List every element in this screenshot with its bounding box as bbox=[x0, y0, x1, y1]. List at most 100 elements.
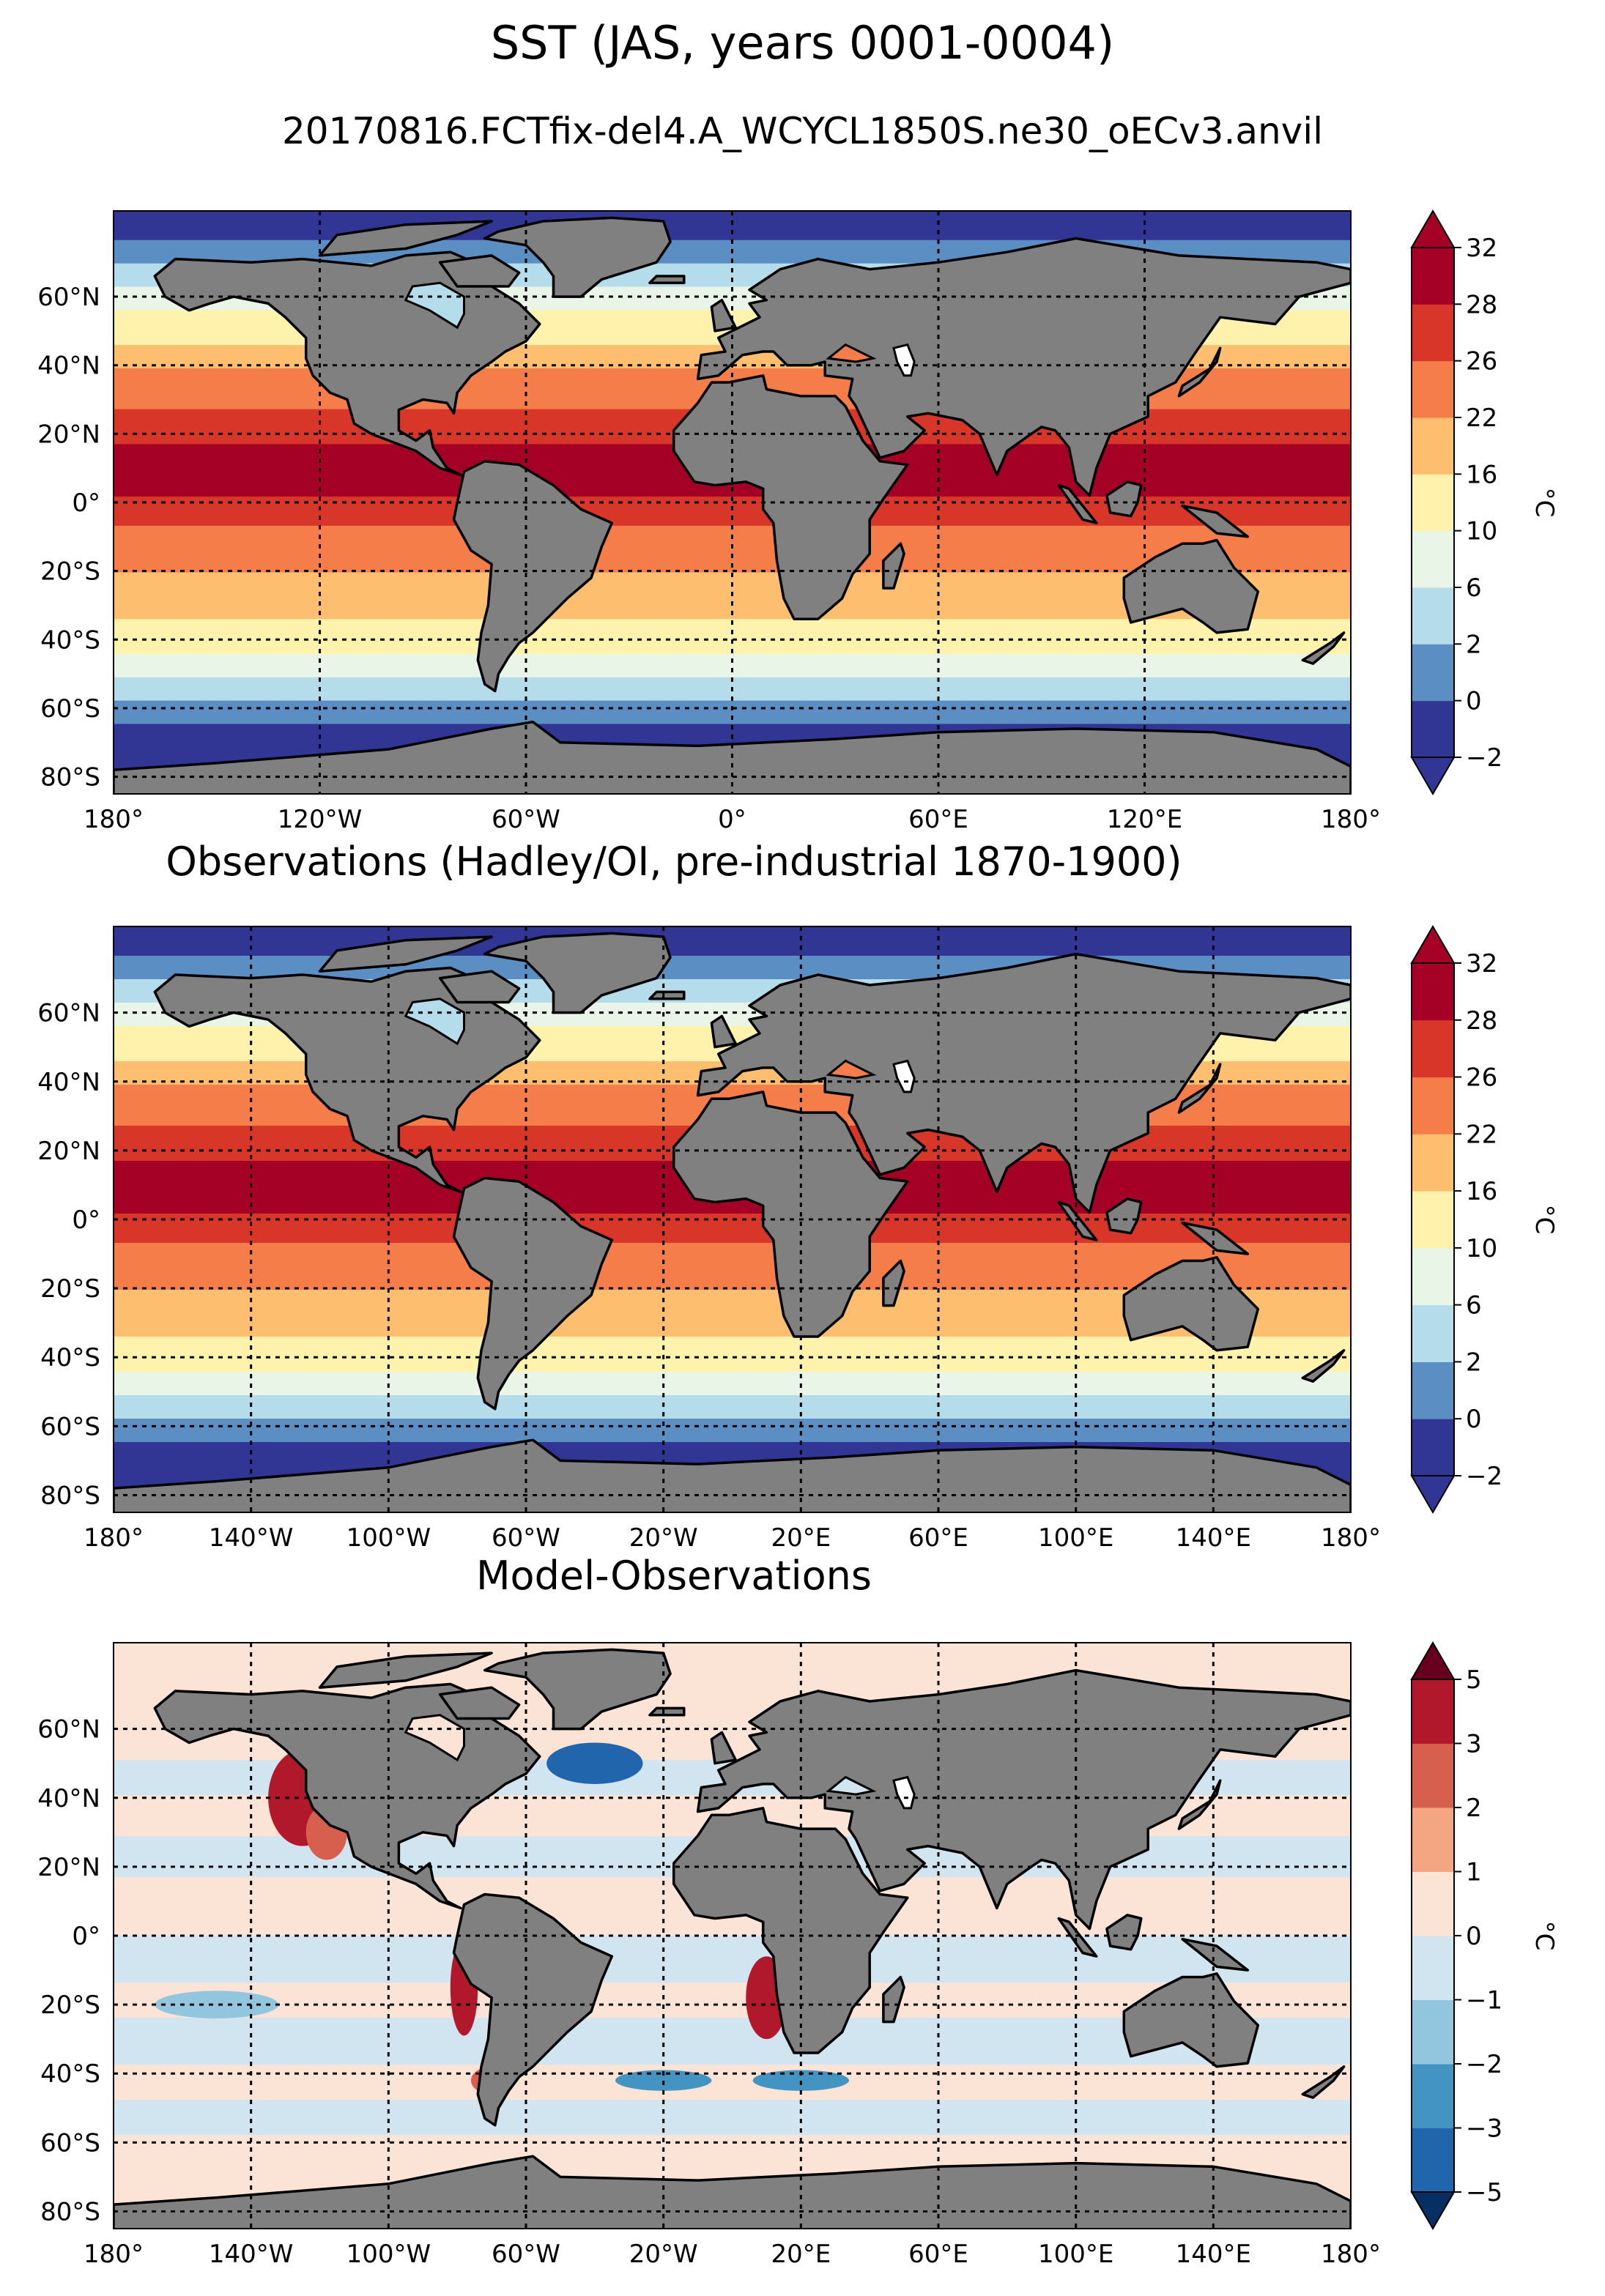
colorbar-segment bbox=[1412, 530, 1454, 588]
y-tick-label: 60°N bbox=[37, 999, 100, 1028]
water-caspian bbox=[892, 1059, 916, 1093]
colorbar-tick-label: 3 bbox=[1466, 1730, 1482, 1759]
field-band bbox=[114, 211, 1351, 241]
field-band bbox=[114, 1395, 1351, 1419]
colorbar-segment bbox=[1412, 304, 1454, 362]
colorbar-tick-label: 22 bbox=[1466, 404, 1497, 433]
landmass-arctic-islands bbox=[318, 935, 493, 973]
x-tick-label: 60°W bbox=[492, 2240, 560, 2269]
water-hudson-bay bbox=[404, 997, 465, 1046]
water-hudson-bay bbox=[404, 281, 465, 330]
colorbar-segment bbox=[1412, 963, 1454, 1021]
colorbar-segment bbox=[1412, 1019, 1454, 1078]
field-band bbox=[114, 1419, 1351, 1443]
colorbar-extend-max bbox=[1410, 925, 1456, 964]
x-tick-label: 60°E bbox=[908, 2240, 968, 2269]
colorbar-segment bbox=[1412, 2064, 1454, 2128]
colorbar-segment bbox=[1412, 1077, 1454, 1134]
colorbar-tick-label: 26 bbox=[1466, 347, 1497, 376]
colorbar-segment bbox=[1412, 1247, 1454, 1306]
colorbar-extend-min bbox=[1410, 1475, 1456, 1514]
field-band bbox=[114, 1936, 1351, 1983]
y-tick-label: 80°S bbox=[40, 2197, 100, 2226]
difference-anomaly bbox=[752, 2070, 850, 2091]
colorbar-segment bbox=[1412, 417, 1454, 475]
y-tick-label: 20°S bbox=[40, 1274, 100, 1304]
colorbar-tick-label: 32 bbox=[1466, 234, 1497, 263]
landmass-africa bbox=[672, 374, 909, 620]
panel-3-title: Model-Observations bbox=[475, 1553, 872, 1599]
landmass-baffin bbox=[438, 254, 521, 288]
colorbar-unit-label: °C bbox=[1530, 1205, 1559, 1235]
landmass-greenland bbox=[483, 216, 672, 298]
x-tick-label: 180° bbox=[1321, 1523, 1381, 1553]
landmass-uk bbox=[710, 1731, 737, 1765]
y-tick-label: 40°S bbox=[40, 625, 100, 655]
x-tick-label: 100°W bbox=[346, 2240, 431, 2269]
colorbar-frame bbox=[1411, 247, 1455, 758]
colorbar-tick-label: 0 bbox=[1466, 1922, 1482, 1951]
y-tick-label: 20°S bbox=[40, 557, 100, 587]
y-tick-label: 40°S bbox=[40, 1343, 100, 1372]
colorbar-unit-label: °C bbox=[1530, 1921, 1559, 1951]
water-black-sea bbox=[826, 1059, 877, 1080]
colorbar-frame bbox=[1411, 962, 1455, 1476]
colorbar-tick-label: 0 bbox=[1466, 1405, 1482, 1434]
x-tick-label: 20°E bbox=[771, 1523, 831, 1553]
y-tick-label: 40°N bbox=[37, 1068, 100, 1097]
colorbar-segment bbox=[1412, 1743, 1454, 1808]
panel-2: 180° 140°W 100°W 60°W 20°W 20°E 60°E 100°E 140°E… bbox=[37, 925, 1559, 1553]
field-band bbox=[114, 926, 1351, 956]
colorbar-segment bbox=[1412, 474, 1454, 532]
figure-subtitle: 20170816.FCTfix-del4.A_WCYCL1850S.ne30_o… bbox=[281, 110, 1324, 152]
x-tick-label: 100°W bbox=[346, 1523, 431, 1553]
landmass-uk bbox=[710, 1014, 737, 1049]
colorbar-segment bbox=[1412, 1191, 1454, 1249]
x-tick-label: 60°E bbox=[908, 805, 968, 834]
landmass-borneo bbox=[1105, 480, 1143, 518]
x-tick-label: 180° bbox=[84, 805, 144, 834]
difference-anomaly bbox=[155, 1991, 279, 2018]
colorbar-segment bbox=[1412, 1808, 1454, 1872]
colorbar-segment bbox=[1412, 1304, 1454, 1362]
x-tick-label: 180° bbox=[84, 1523, 144, 1553]
x-tick-label: 100°E bbox=[1038, 2240, 1113, 2269]
landmass-arctic-islands bbox=[318, 220, 493, 257]
landmass-greenland bbox=[483, 1648, 672, 1731]
colorbar-tick-label: 16 bbox=[1466, 1177, 1497, 1206]
x-tick-label: 60°W bbox=[492, 1523, 560, 1553]
y-tick-label: 0° bbox=[72, 488, 100, 518]
y-tick-label: 60°S bbox=[40, 694, 100, 724]
landmass-baffin bbox=[438, 970, 521, 1004]
landmass-south-america bbox=[452, 460, 614, 693]
colorbar-tick-label: −2 bbox=[1466, 2050, 1502, 2079]
field-band bbox=[114, 497, 1351, 527]
panel-3: 180° 140°W 100°W 60°W 20°W 20°E 60°E 100°E 140°E… bbox=[37, 1641, 1559, 2269]
landmass-new-zealand bbox=[1301, 631, 1346, 665]
landmass-australia bbox=[1122, 1972, 1260, 2068]
x-tick-label: 140°E bbox=[1176, 1523, 1251, 1553]
y-tick-label: 20°N bbox=[37, 1137, 100, 1166]
sst-field bbox=[114, 926, 1351, 1512]
landmass-south-america bbox=[452, 1176, 614, 1411]
landmass-new-guinea bbox=[1181, 1937, 1250, 1972]
landmass-borneo bbox=[1105, 1197, 1143, 1235]
colorbar-segment bbox=[1412, 1936, 1454, 2000]
y-tick-label: 20°N bbox=[37, 1853, 100, 1882]
x-tick-label: 140°W bbox=[209, 2240, 294, 2269]
x-tick-label: 0° bbox=[718, 805, 746, 834]
colorbar-tick-label: 10 bbox=[1466, 517, 1497, 546]
x-tick-label: 60°W bbox=[492, 805, 560, 834]
x-tick-label: 140°E bbox=[1176, 2240, 1251, 2269]
difference-anomaly bbox=[615, 2070, 712, 2091]
y-tick-label: 0° bbox=[72, 1205, 100, 1235]
colorbar-extend-max bbox=[1410, 1641, 1456, 1680]
field-band bbox=[114, 653, 1351, 678]
y-tick-label: 40°N bbox=[37, 352, 100, 381]
water-hudson-bay bbox=[404, 1714, 465, 1762]
field-band bbox=[114, 700, 1351, 725]
colorbar-tick-label: −2 bbox=[1466, 1462, 1502, 1491]
colorbar-segment bbox=[1412, 1419, 1454, 1476]
